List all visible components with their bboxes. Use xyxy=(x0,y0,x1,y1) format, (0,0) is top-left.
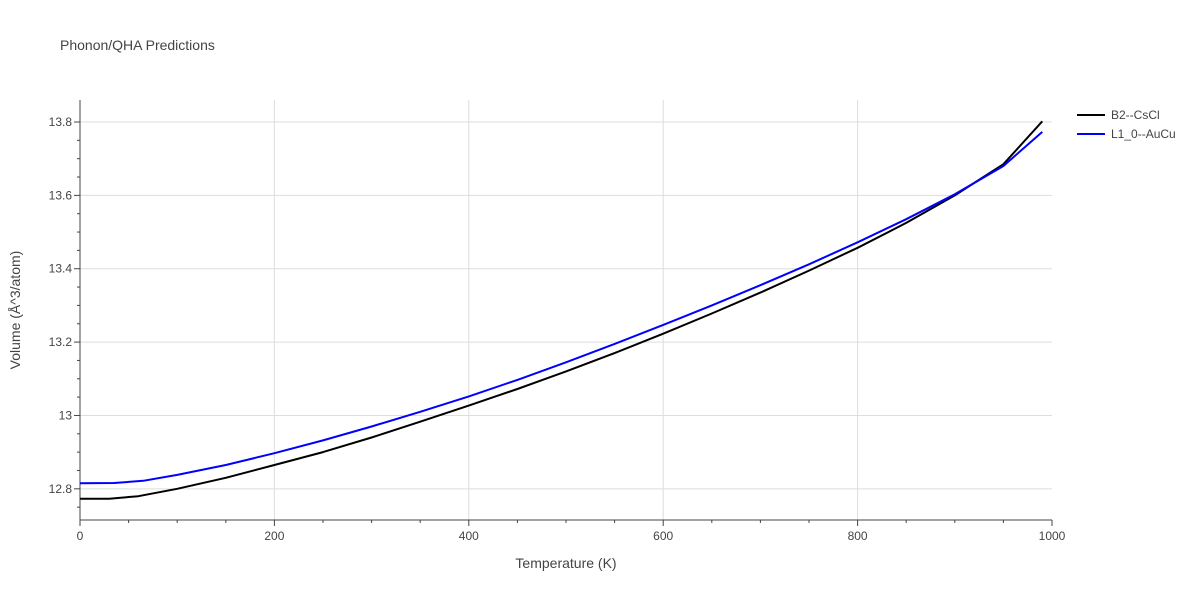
y-axis-label: Volume (Å^3/atom) xyxy=(7,251,23,370)
y-tick-label: 13.4 xyxy=(49,262,73,276)
legend-label: B2--CsCl xyxy=(1111,108,1160,122)
x-tick-label: 600 xyxy=(653,529,673,543)
y-tick-label: 13.8 xyxy=(49,115,73,129)
legend: B2--CsCl L1_0--AuCu xyxy=(1077,108,1176,141)
legend-label: L1_0--AuCu xyxy=(1111,127,1176,141)
x-tick-label: 0 xyxy=(77,529,84,543)
x-tick-label: 400 xyxy=(459,529,479,543)
y-axis-ticks: 12.8 13 13.2 13.4 13.6 13.8 xyxy=(49,115,80,508)
axes xyxy=(79,100,1052,521)
x-axis-label: Temperature (K) xyxy=(515,555,616,571)
x-tick-label: 200 xyxy=(264,529,284,543)
series-line-0 xyxy=(80,120,1044,500)
y-tick-label: 13.2 xyxy=(49,335,73,349)
y-tick-label: 13.6 xyxy=(49,188,73,202)
x-axis-ticks: 0 200 400 600 800 1000 xyxy=(77,520,1066,543)
series-line-1 xyxy=(79,131,1043,485)
chart-title: Phonon/QHA Predictions xyxy=(60,37,215,53)
x-tick-label: 1000 xyxy=(1039,529,1066,543)
y-tick-label: 13 xyxy=(59,408,73,422)
grid xyxy=(80,100,1052,520)
y-tick-label: 12.8 xyxy=(49,482,73,496)
x-tick-label: 800 xyxy=(848,529,868,543)
series-lines xyxy=(79,120,1044,500)
